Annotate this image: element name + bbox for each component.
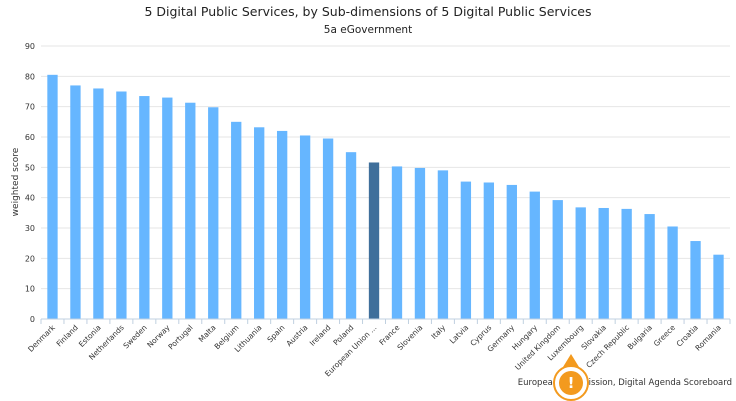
bar-slovenia[interactable] [414, 167, 426, 319]
warning-badge[interactable]: ! [553, 354, 589, 401]
bar-finland[interactable] [70, 85, 81, 320]
bar-croatia[interactable] [690, 241, 701, 319]
category-label-spain: Spain [265, 323, 286, 344]
bar-estonia[interactable] [93, 88, 104, 319]
bar-sweden[interactable] [139, 96, 150, 319]
bar-austria[interactable] [299, 135, 311, 319]
category-label-austria: Austria [284, 323, 309, 348]
y-tick-label: 30 [25, 224, 35, 233]
bar-lithuania[interactable] [254, 127, 265, 319]
bar-slovakia[interactable] [598, 207, 609, 319]
bar-hungary[interactable] [529, 191, 540, 319]
bar-romania[interactable] [713, 254, 724, 319]
y-tick-label: 0 [30, 315, 35, 324]
category-label-latvia: Latvia [448, 323, 471, 346]
category-label-denmark: Denmark [26, 323, 57, 354]
bars [47, 74, 724, 320]
bar-poland[interactable] [345, 152, 357, 319]
category-label-greece: Greece [652, 323, 678, 349]
gridlines [41, 45, 730, 290]
bar-czech-republic[interactable] [621, 208, 632, 319]
warning-badge-inner [559, 371, 583, 395]
x-axis-ticks [40, 319, 731, 324]
category-label-slovenia: Slovenia [395, 323, 424, 352]
bar-denmark[interactable] [47, 74, 58, 319]
bar-latvia[interactable] [460, 181, 472, 319]
bar-spain[interactable] [276, 130, 288, 319]
bar-italy[interactable] [437, 170, 449, 319]
category-labels: DenmarkFinlandEstoniaNetherlandsSwedenNo… [26, 323, 723, 379]
warning-badge-pointer [563, 354, 579, 367]
chart-subtitle: 5a eGovernment [324, 24, 412, 36]
category-label-finland: Finland [55, 323, 80, 348]
y-tick-label: 80 [25, 72, 35, 81]
y-tick-label: 10 [25, 285, 35, 294]
bar-ireland[interactable] [322, 138, 334, 319]
y-axis-ticks: 0 10 20 30 40 50 60 70 80 90 [25, 42, 35, 324]
bar-cyprus[interactable] [483, 182, 495, 320]
bar-luxembourg[interactable] [575, 207, 586, 319]
category-label-bulgaria: Bulgaria [626, 323, 654, 351]
bar-bulgaria[interactable] [644, 214, 655, 319]
bar-netherlands[interactable] [116, 91, 127, 320]
bar-european-union[interactable] [368, 162, 380, 319]
bar-malta[interactable] [208, 107, 219, 320]
category-label-sweden: Sweden [121, 323, 148, 350]
bar-germany[interactable] [506, 184, 517, 319]
warning-icon: ! [568, 374, 575, 392]
y-tick-label: 50 [25, 163, 35, 172]
y-tick-label: 20 [25, 254, 35, 263]
chart-title: 5 Digital Public Services, by Sub-dimens… [144, 4, 591, 19]
category-label-portugal: Portugal [166, 323, 194, 351]
y-tick-label: 90 [25, 42, 35, 51]
bar-belgium[interactable] [231, 121, 242, 319]
y-tick-label: 70 [25, 103, 35, 112]
category-label-czech-republic: Czech Republic [584, 323, 631, 370]
y-axis-label: weighted score [11, 147, 21, 216]
category-label-ireland: Ireland [308, 323, 333, 348]
y-tick-label: 40 [25, 194, 35, 203]
bar-france[interactable] [391, 166, 403, 319]
credits-text[interactable]: European Commission, Digital Agenda Scor… [518, 378, 732, 388]
bar-norway[interactable] [162, 97, 173, 319]
bar-greece[interactable] [667, 226, 678, 319]
y-tick-label: 60 [25, 133, 35, 142]
bar-united-kingdom[interactable] [552, 200, 563, 319]
category-label-malta: Malta [197, 323, 218, 344]
category-label-italy: Italy [429, 323, 447, 341]
bar-portugal[interactable] [185, 102, 196, 319]
